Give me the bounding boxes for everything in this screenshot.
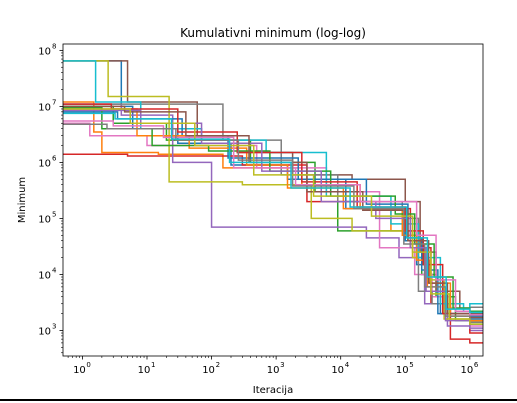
x-tick-exponent: 3 (280, 361, 284, 369)
x-axis: 10 0 10 1 10 2 10 3 10 4 10 5 10 6 (67, 356, 479, 376)
x-tick-label: 10 (73, 365, 86, 376)
y-tick-exponent: 4 (52, 266, 57, 274)
series-line-19 (63, 108, 483, 325)
y-tick-label: 10 (38, 214, 51, 225)
series-line-9 (63, 60, 483, 322)
x-tick-exponent: 6 (474, 361, 479, 369)
x-tick-label: 10 (396, 365, 409, 376)
x-axis-label: Iteracija (253, 385, 293, 396)
x-tick-exponent: 1 (151, 361, 155, 369)
series-line-20 (63, 112, 483, 314)
y-tick-exponent: 6 (52, 154, 57, 162)
y-axis-label: Minimum (17, 177, 28, 223)
y-tick-label: 10 (38, 46, 51, 57)
y-tick-exponent: 3 (52, 322, 56, 330)
window-bottom-border (0, 399, 517, 401)
y-tick-label: 10 (38, 158, 51, 169)
y-tick-exponent: 8 (52, 42, 56, 50)
y-tick-exponent: 7 (52, 98, 56, 106)
series-line-6 (63, 60, 483, 315)
series-line-11 (63, 111, 483, 320)
series-layer (63, 60, 483, 344)
series-line-17 (63, 120, 483, 316)
x-tick-label: 10 (267, 365, 280, 376)
y-tick-exponent: 5 (52, 210, 56, 218)
y-tick-label: 10 (38, 102, 51, 113)
x-tick-label: 10 (331, 365, 344, 376)
x-tick-exponent: 4 (345, 361, 350, 369)
x-tick-exponent: 5 (409, 361, 413, 369)
y-tick-label: 10 (38, 270, 51, 281)
series-line-18 (63, 123, 483, 324)
x-tick-exponent: 2 (216, 361, 220, 369)
series-line-14 (63, 103, 483, 334)
chart-title: Kumulativni minimum (log-log) (180, 26, 366, 40)
x-tick-label: 10 (460, 365, 473, 376)
y-tick-label: 10 (38, 326, 51, 337)
x-tick-label: 10 (202, 365, 215, 376)
x-tick-label: 10 (138, 365, 151, 376)
x-tick-exponent: 0 (86, 361, 90, 369)
